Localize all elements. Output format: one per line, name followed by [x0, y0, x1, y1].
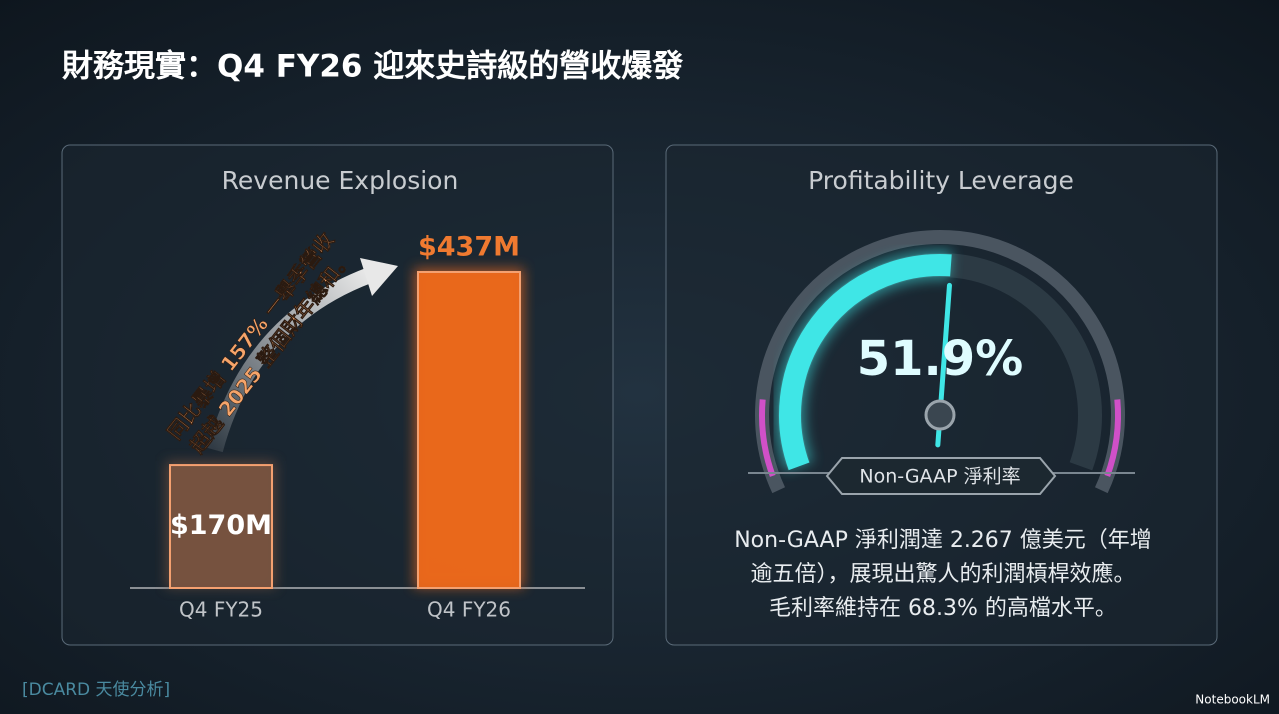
arrow	[207, 267, 373, 453]
gauge-hub	[924, 399, 956, 431]
description-line: Non-GAAP 淨利潤達 2.267 億美元（年增	[734, 528, 1152, 553]
gauge-label: Non-GAAP 淨利率	[859, 466, 1020, 488]
watermark: NotebookLM	[1195, 693, 1270, 707]
left-panel	[61, 144, 614, 646]
label-pill	[825, 457, 1057, 495]
panel-title: Profitability Leverage	[808, 166, 1074, 195]
x-tick-label: Q4 FY25	[179, 598, 263, 622]
gauge-edge	[1104, 399, 1121, 477]
gauge-outer	[755, 230, 1125, 494]
gauge-value: 51.9%	[857, 331, 1024, 387]
gauge-fill	[779, 254, 952, 471]
x-tick-label: Q4 FY26	[427, 598, 511, 622]
bar	[169, 464, 273, 590]
slide-title: 財務現實：Q4 FY26 迎來史詩級的營收爆發	[62, 49, 683, 85]
arrow-head	[360, 258, 398, 296]
bar	[417, 271, 521, 589]
value-label: $170M	[170, 510, 272, 541]
panel-title: Revenue Explosion	[222, 166, 459, 195]
description-line: 逾五倍），展現出驚人的利潤槓桿效應。	[750, 561, 1135, 587]
value-label: $437M	[418, 232, 520, 263]
description-line: 毛利率維持在 68.3% 的高檔水平。	[769, 596, 1117, 621]
gauge-edge	[759, 399, 776, 477]
footer: [DCARD 天使分析]	[22, 679, 170, 700]
